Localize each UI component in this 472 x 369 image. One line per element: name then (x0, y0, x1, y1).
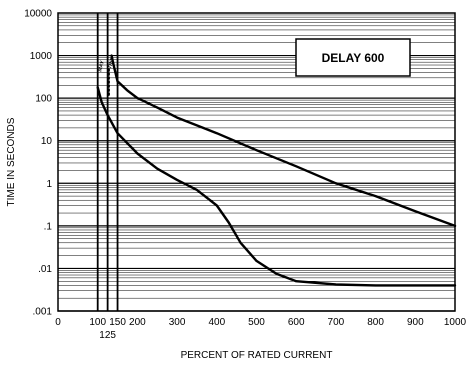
callout-rect (295, 38, 411, 77)
y-tick-label: 10 (41, 136, 53, 147)
x-tick-label: 900 (407, 317, 424, 328)
y-tick-labels: .001 .01 .1 1 10 100 1000 10000 (24, 9, 52, 318)
callout-box: DELAY 600 (295, 38, 411, 77)
x-tick-label: 500 (248, 317, 265, 328)
callout-text: DELAY 600 (322, 51, 385, 65)
x-tick-label: 300 (169, 317, 186, 328)
x-tick-label-extra: 125 (99, 330, 116, 341)
plot-frame (57, 12, 456, 312)
x-tick-label: 600 (288, 317, 305, 328)
y-tick-label: 1000 (30, 51, 53, 62)
series-group (96, 54, 457, 287)
y-axis-label: TIME IN SECONDS (6, 117, 17, 206)
x-tick-label: 400 (208, 317, 225, 328)
x-tick-label: 200 (129, 317, 146, 328)
x-axis-label: PERCENT OF RATED CURRENT (181, 350, 333, 361)
x-tick-labels: 0 100 150 200 300 400 500 600 700 800 900 1000 125 (55, 317, 466, 341)
x-tick-label: 1000 (444, 317, 467, 328)
y-tick-label: 10000 (24, 9, 52, 20)
series-lower (96, 86, 457, 287)
y-tick-label: 100 (35, 94, 52, 105)
series-upper (110, 54, 457, 228)
y-tick-label: .01 (38, 264, 52, 275)
y-tick-label: .001 (33, 307, 53, 318)
x-tick-label: 150 (109, 317, 126, 328)
y-tick-label: 1 (46, 179, 52, 190)
x-tick-label: 800 (367, 317, 384, 328)
y-tick-label: .1 (44, 221, 53, 232)
trip-label: TRIP (107, 56, 116, 69)
x-tick-label: 700 (328, 317, 345, 328)
vertical-lines: MAY TRIP (96, 13, 119, 311)
x-tick-label: 0 (55, 317, 61, 328)
may-label: MAY (97, 60, 106, 73)
x-tick-label: 100 (89, 317, 106, 328)
grid (58, 14, 455, 312)
